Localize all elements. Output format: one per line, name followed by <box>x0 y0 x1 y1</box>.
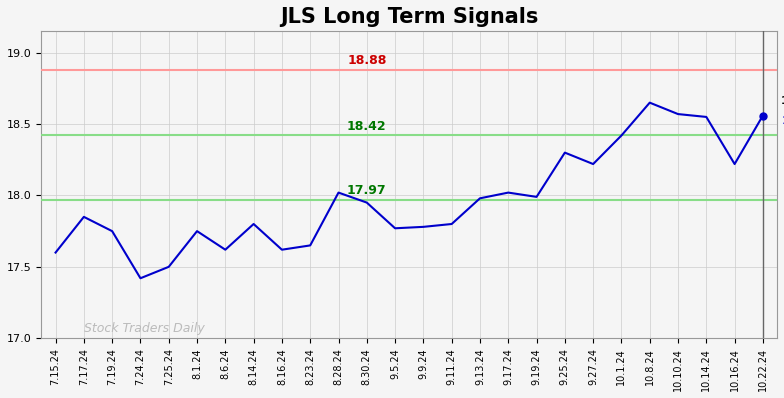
Text: Stock Traders Daily: Stock Traders Daily <box>84 322 205 336</box>
Text: 18.56: 18.56 <box>781 116 784 126</box>
Text: 17.97: 17.97 <box>347 184 387 197</box>
Text: 18.88: 18.88 <box>347 54 387 67</box>
Text: 18.42: 18.42 <box>347 120 387 133</box>
Title: JLS Long Term Signals: JLS Long Term Signals <box>280 7 539 27</box>
Text: 16:00: 16:00 <box>781 96 784 106</box>
